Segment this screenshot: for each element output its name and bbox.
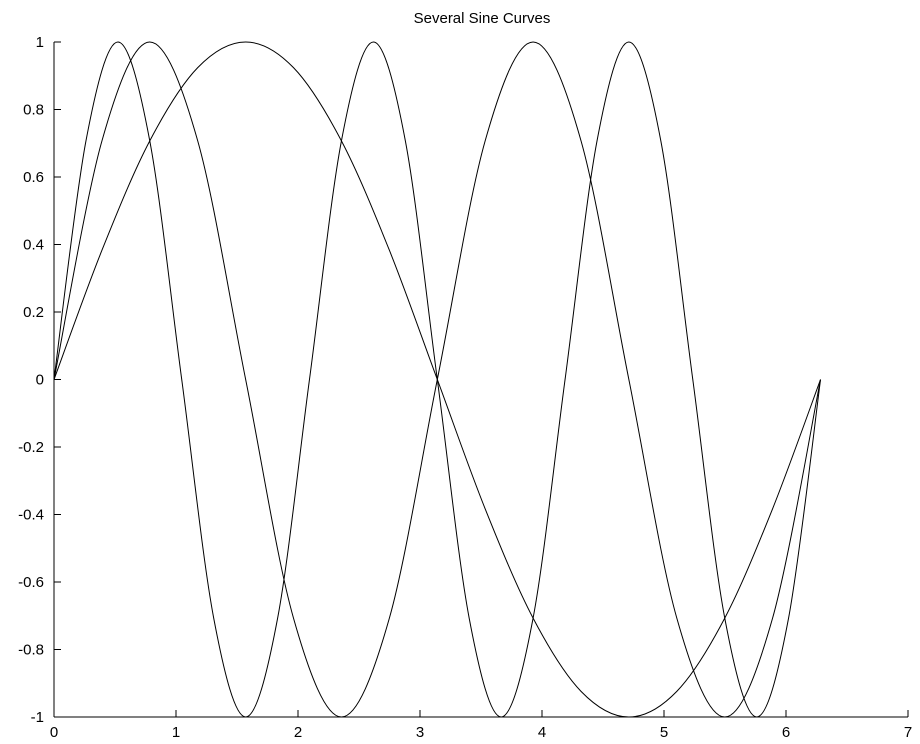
y-tick-label: 0.4 [23,237,44,254]
y-axis-ticks: -1 -0.8 -0.6 -0.4 -0.2 0 0.2 0.4 0.6 0.8 1 [18,34,61,726]
x-axis-ticks: 0 1 2 3 4 5 6 7 [50,710,912,741]
x-tick-label: 1 [172,724,180,741]
x-tick-label: 7 [904,724,912,741]
x-tick-label: 5 [660,724,668,741]
y-tick-label: 1 [36,34,44,51]
y-tick-label: -0.2 [18,439,44,456]
y-tick-label: 0.8 [23,102,44,119]
y-tick-label: 0.6 [23,169,44,186]
y-tick-label: -1 [31,709,44,726]
x-tick-label: 2 [294,724,302,741]
y-tick-label: -0.6 [18,574,44,591]
chart-title: Several Sine Curves [414,10,551,27]
x-tick-label: 0 [50,724,58,741]
y-tick-label: -0.4 [18,507,44,524]
x-tick-label: 6 [782,724,790,741]
x-tick-label: 3 [416,724,424,741]
y-tick-label: 0.2 [23,304,44,321]
x-tick-label: 4 [538,724,546,741]
y-tick-label: -0.8 [18,642,44,659]
plot-lines [53,41,822,718]
series-line-3 [53,41,822,718]
y-tick-label: 0 [36,372,44,389]
